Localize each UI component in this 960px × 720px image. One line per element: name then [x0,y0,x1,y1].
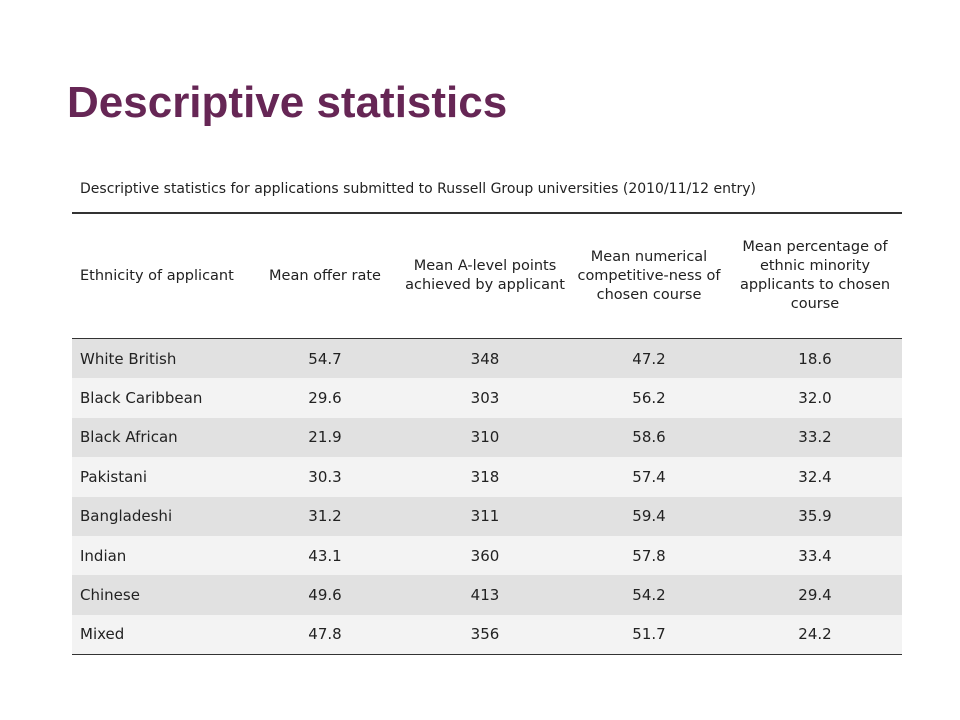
table-row: Mixed 47.8 356 51.7 24.2 [72,614,902,655]
cell-mean-ethnic-minority-percentage: 33.2 [728,417,902,458]
statistics-table-container: Descriptive statistics for applications … [72,172,902,656]
cell-ethnicity: Black African [72,417,250,458]
cell-mean-offer-rate: 47.8 [250,614,400,655]
cell-ethnicity: Pakistani [72,457,250,497]
cell-mean-ethnic-minority-percentage: 18.6 [728,338,902,379]
table-body: White British 54.7 348 47.2 18.6 Black Caribb… [72,338,902,655]
header-ethnicity: Ethnicity of applicant [80,267,234,284]
table-row: Bangladeshi 31.2 311 59.4 35.9 [72,496,902,536]
header-mean-ethnic-minority-percentage: Mean percentage of ethnic minority appli… [739,239,891,312]
cell-ethnicity: White British [72,338,250,379]
cell-mean-ethnic-minority-percentage: 32.0 [728,378,902,418]
cell-mean-ethnic-minority-percentage: 33.4 [728,535,902,576]
cell-mean-competitiveness: 47.2 [570,338,728,379]
cell-mean-ethnic-minority-percentage: 24.2 [728,614,902,655]
slide-title: Descriptive statistics [67,78,508,127]
cell-mean-a-level-points: 348 [400,338,570,379]
cell-mean-offer-rate: 54.7 [250,338,400,379]
cell-ethnicity: Indian [72,535,250,576]
table-header: Ethnicity of applicant Mean offer rate M… [72,214,902,339]
cell-mean-a-level-points: 356 [400,614,570,655]
cell-mean-ethnic-minority-percentage: 35.9 [728,496,902,536]
cell-mean-a-level-points: 311 [400,496,570,536]
cell-mean-offer-rate: 43.1 [250,535,400,576]
cell-ethnicity: Mixed [72,614,250,655]
table-row: White British 54.7 348 47.2 18.6 [72,338,902,379]
cell-ethnicity: Black Caribbean [72,378,250,418]
cell-mean-competitiveness: 56.2 [570,378,728,418]
statistics-table: Ethnicity of applicant Mean offer rate M… [72,214,902,655]
cell-mean-competitiveness: 54.2 [570,575,728,615]
cell-mean-ethnic-minority-percentage: 32.4 [728,457,902,497]
cell-mean-competitiveness: 59.4 [570,496,728,536]
table-row: Chinese 49.6 413 54.2 29.4 [72,575,902,615]
table-top-rule [72,212,902,214]
cell-mean-ethnic-minority-percentage: 29.4 [728,575,902,615]
table-row: Black Caribbean 29.6 303 56.2 32.0 [72,378,902,418]
cell-mean-a-level-points: 360 [400,535,570,576]
cell-mean-competitiveness: 51.7 [570,614,728,655]
header-row: Ethnicity of applicant Mean offer rate M… [72,214,902,339]
cell-mean-offer-rate: 29.6 [250,378,400,418]
cell-ethnicity: Chinese [72,575,250,615]
cell-mean-competitiveness: 58.6 [570,417,728,458]
cell-mean-offer-rate: 31.2 [250,496,400,536]
table-caption: Descriptive statistics for applications … [80,181,756,197]
cell-ethnicity: Bangladeshi [72,496,250,536]
cell-mean-a-level-points: 413 [400,575,570,615]
cell-mean-a-level-points: 310 [400,417,570,458]
header-mean-competitiveness: Mean numerical competitive-ness of chose… [577,248,721,303]
cell-mean-a-level-points: 303 [400,378,570,418]
header-mean-offer-rate: Mean offer rate [269,267,381,284]
cell-mean-competitiveness: 57.4 [570,457,728,497]
cell-mean-a-level-points: 318 [400,457,570,497]
header-mean-a-level-points: Mean A-level points achieved by applican… [405,258,565,293]
cell-mean-competitiveness: 57.8 [570,535,728,576]
table-bottom-rule [72,654,902,656]
cell-mean-offer-rate: 21.9 [250,417,400,458]
table-row: Pakistani 30.3 318 57.4 32.4 [72,457,902,497]
cell-mean-offer-rate: 49.6 [250,575,400,615]
table-row: Indian 43.1 360 57.8 33.4 [72,535,902,576]
cell-mean-offer-rate: 30.3 [250,457,400,497]
table-row: Black African 21.9 310 58.6 33.2 [72,417,902,458]
